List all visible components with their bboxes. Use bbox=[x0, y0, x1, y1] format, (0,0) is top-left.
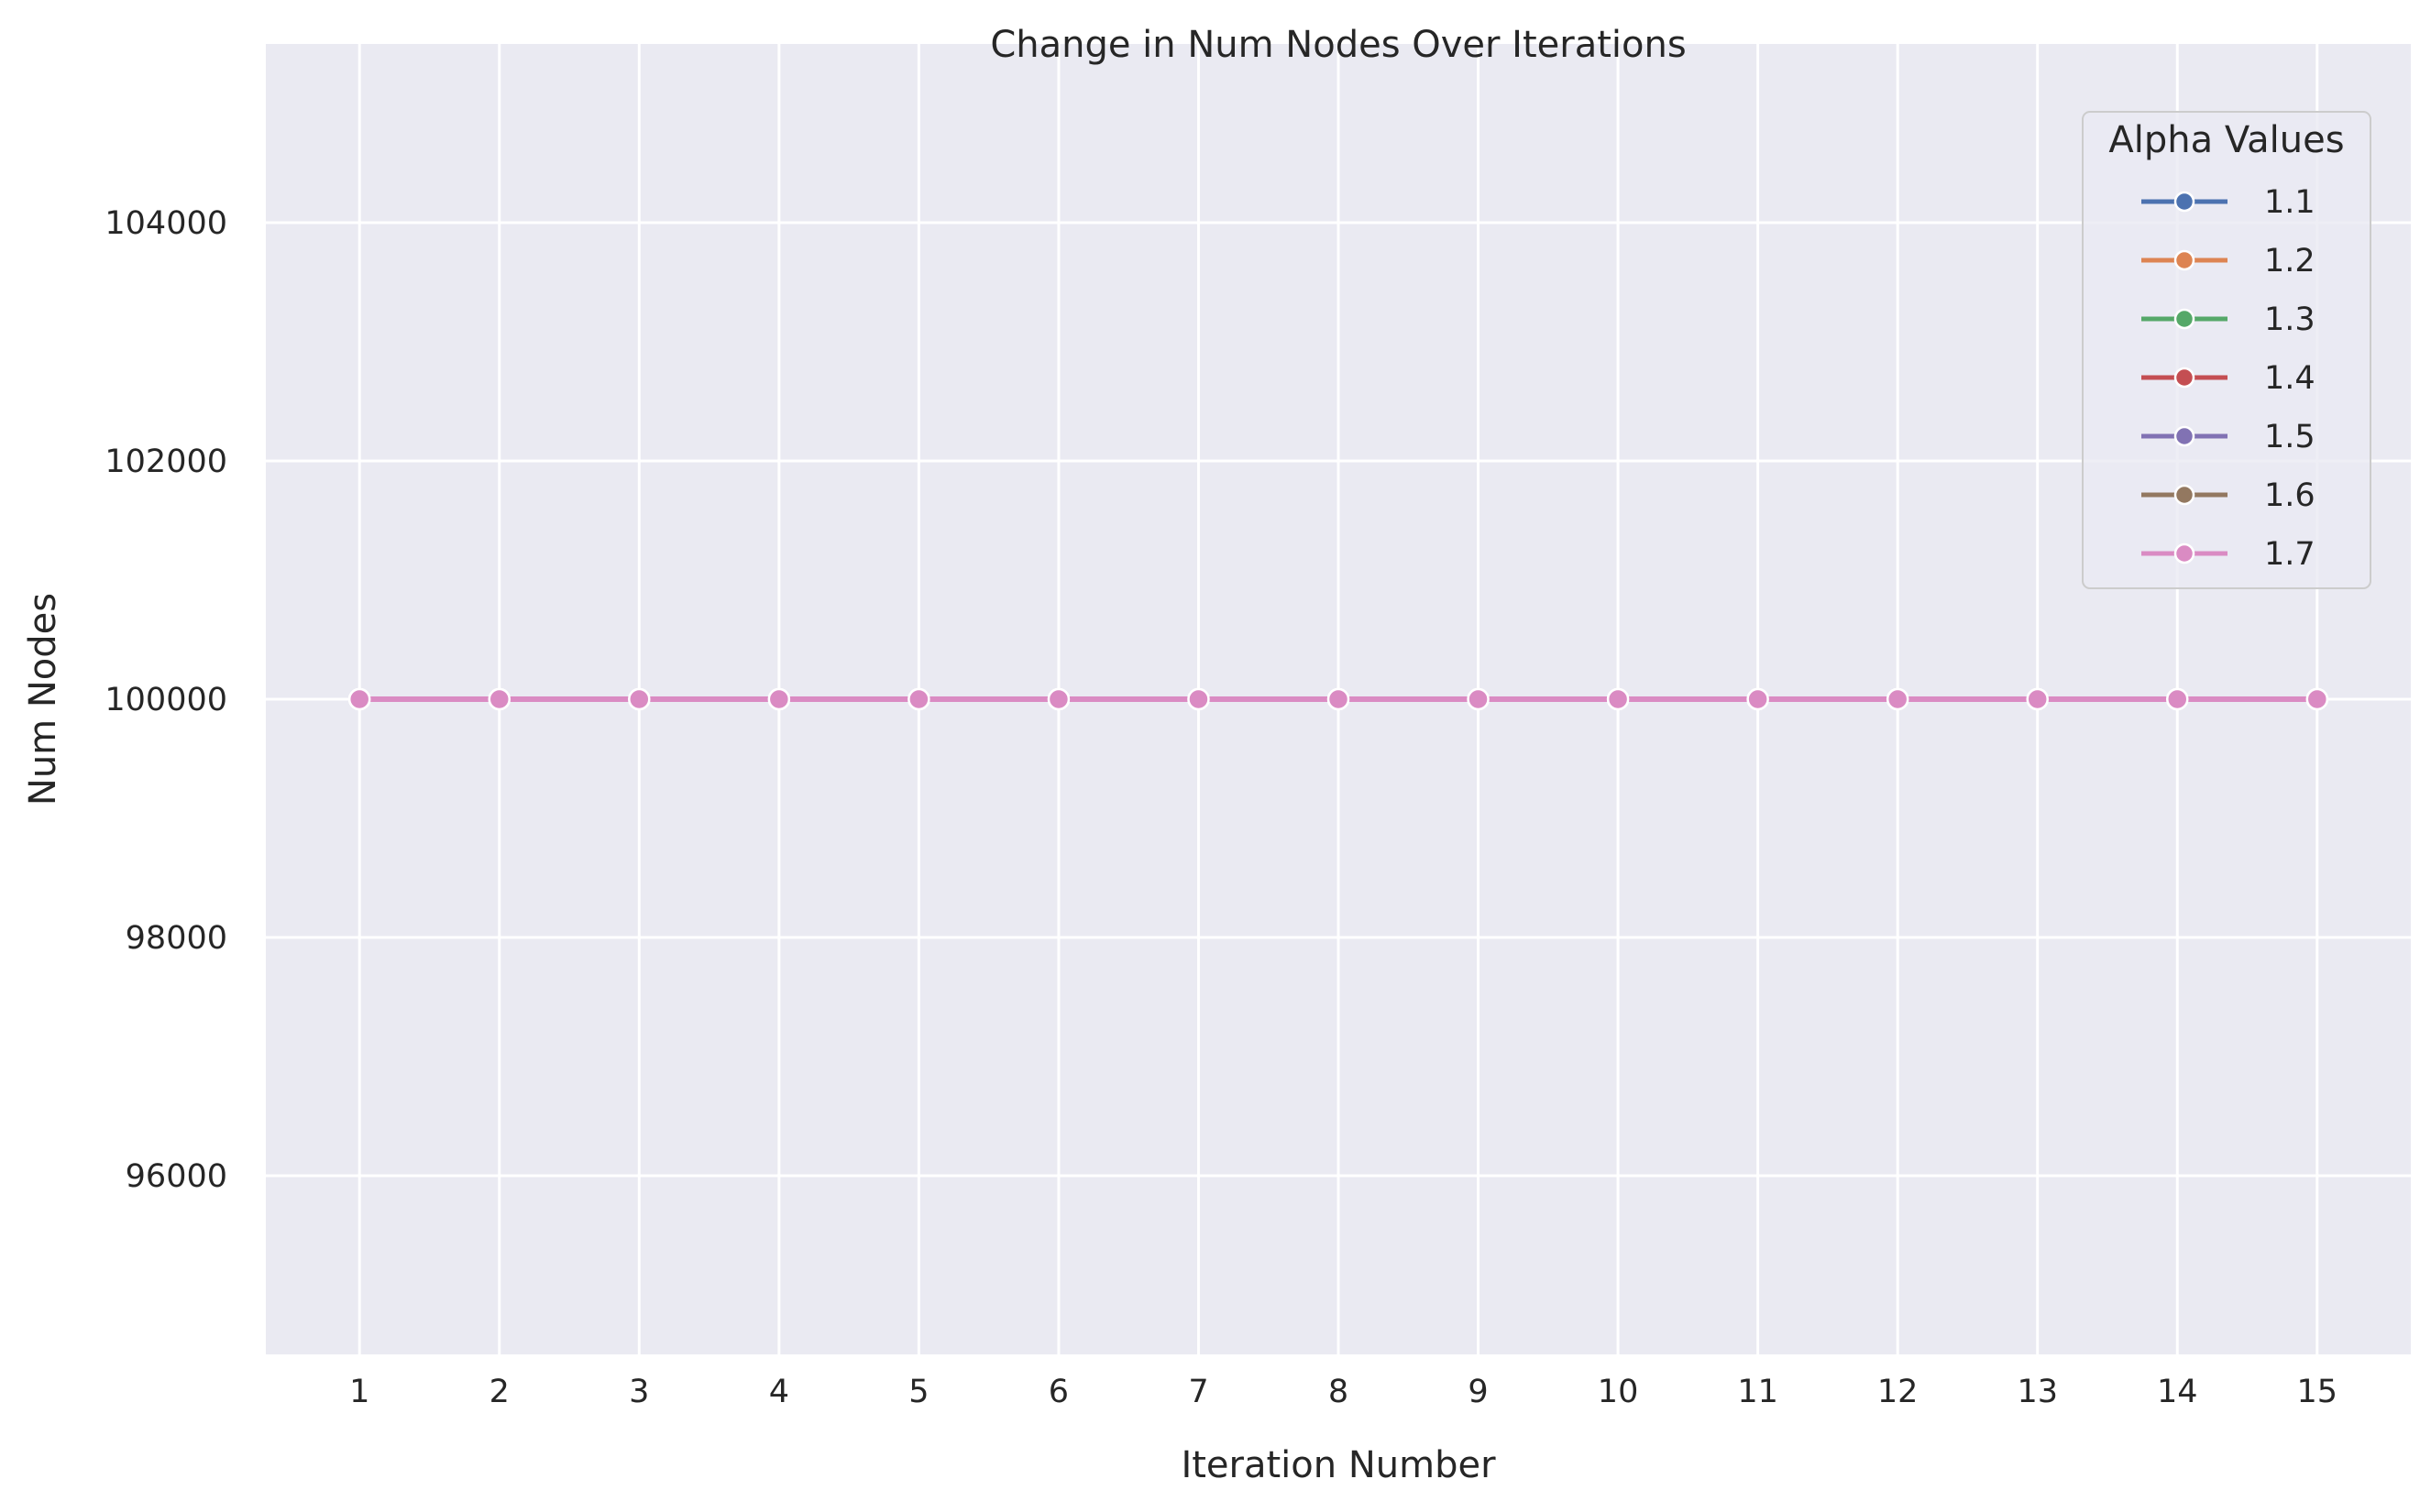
x-tick-label: 13 bbox=[2017, 1374, 2058, 1410]
legend-title: Alpha Values bbox=[2108, 119, 2344, 161]
x-tick-label: 6 bbox=[1049, 1374, 1069, 1410]
chart-title: Change in Num Nodes Over Iterations bbox=[990, 24, 1686, 66]
data-point bbox=[2166, 687, 2189, 711]
y-tick-label: 100000 bbox=[104, 682, 227, 718]
x-tick-label: 1 bbox=[349, 1374, 369, 1410]
legend-label: 1.7 bbox=[2264, 536, 2316, 573]
legend-item: 1.4 bbox=[2141, 360, 2316, 397]
data-point bbox=[1047, 687, 1071, 711]
x-tick-label: 12 bbox=[1877, 1374, 1919, 1410]
x-tick-label: 7 bbox=[1188, 1374, 1208, 1410]
x-tick-labels: 1 2 3 4 5 6 7 8 9 10 11 12 13 14 15 bbox=[349, 1374, 2338, 1410]
legend-item: 1.1 bbox=[2141, 184, 2316, 221]
legend-label: 1.3 bbox=[2264, 301, 2316, 338]
series-1.7 bbox=[347, 687, 2329, 711]
x-tick-label: 4 bbox=[769, 1374, 789, 1410]
x-tick-label: 2 bbox=[490, 1374, 510, 1410]
y-axis-label: Num Nodes bbox=[22, 593, 64, 805]
x-tick-label: 10 bbox=[1598, 1374, 1639, 1410]
legend-label: 1.4 bbox=[2264, 360, 2316, 397]
x-tick-label: 11 bbox=[1737, 1374, 1778, 1410]
y-tick-label: 96000 bbox=[126, 1158, 227, 1195]
y-tick-labels: 96000 98000 100000 102000 104000 bbox=[104, 205, 227, 1195]
data-point bbox=[1467, 687, 1490, 711]
data-point bbox=[1187, 687, 1210, 711]
x-tick-label: 3 bbox=[629, 1374, 649, 1410]
legend-marker bbox=[2173, 249, 2195, 271]
legend-item: 1.7 bbox=[2141, 536, 2316, 573]
x-tick-label: 9 bbox=[1468, 1374, 1488, 1410]
data-point bbox=[1886, 687, 1909, 711]
data-point bbox=[347, 687, 371, 711]
data-point bbox=[1326, 687, 1350, 711]
x-tick-label: 8 bbox=[1328, 1374, 1348, 1410]
x-tick-label: 5 bbox=[908, 1374, 929, 1410]
legend-marker bbox=[2173, 308, 2195, 330]
legend: Alpha Values 1.1 1.2 1.3 1.4 1.5 1.6 1.7 bbox=[2082, 111, 2371, 589]
data-point bbox=[1606, 687, 1630, 711]
legend-marker bbox=[2173, 367, 2195, 389]
legend-items: 1.1 1.2 1.3 1.4 1.5 1.6 1.7 bbox=[2141, 184, 2316, 573]
legend-label: 1.2 bbox=[2264, 243, 2316, 279]
y-tick-label: 98000 bbox=[126, 920, 227, 957]
x-tick-label: 15 bbox=[2297, 1374, 2338, 1410]
series-layer bbox=[347, 687, 2329, 711]
legend-box bbox=[2082, 111, 2371, 589]
legend-item: 1.2 bbox=[2141, 243, 2316, 279]
legend-item: 1.5 bbox=[2141, 419, 2316, 455]
data-point bbox=[488, 687, 511, 711]
legend-item: 1.3 bbox=[2141, 301, 2316, 338]
data-point bbox=[2305, 687, 2329, 711]
data-point bbox=[1746, 687, 1769, 711]
x-tick-label: 14 bbox=[2157, 1374, 2198, 1410]
legend-label: 1.6 bbox=[2264, 477, 2316, 514]
legend-marker bbox=[2173, 425, 2195, 447]
legend-marker bbox=[2173, 191, 2195, 213]
data-point bbox=[767, 687, 791, 711]
y-tick-label: 104000 bbox=[104, 205, 227, 242]
legend-label: 1.5 bbox=[2264, 419, 2316, 455]
data-point bbox=[908, 687, 930, 711]
legend-item: 1.6 bbox=[2141, 477, 2316, 514]
data-point bbox=[2026, 687, 2049, 711]
legend-marker bbox=[2173, 484, 2195, 506]
data-point bbox=[628, 687, 651, 711]
legend-marker bbox=[2173, 542, 2195, 564]
legend-label: 1.1 bbox=[2264, 184, 2316, 221]
y-tick-label: 102000 bbox=[104, 444, 227, 480]
x-axis-label: Iteration Number bbox=[1181, 1444, 1496, 1486]
